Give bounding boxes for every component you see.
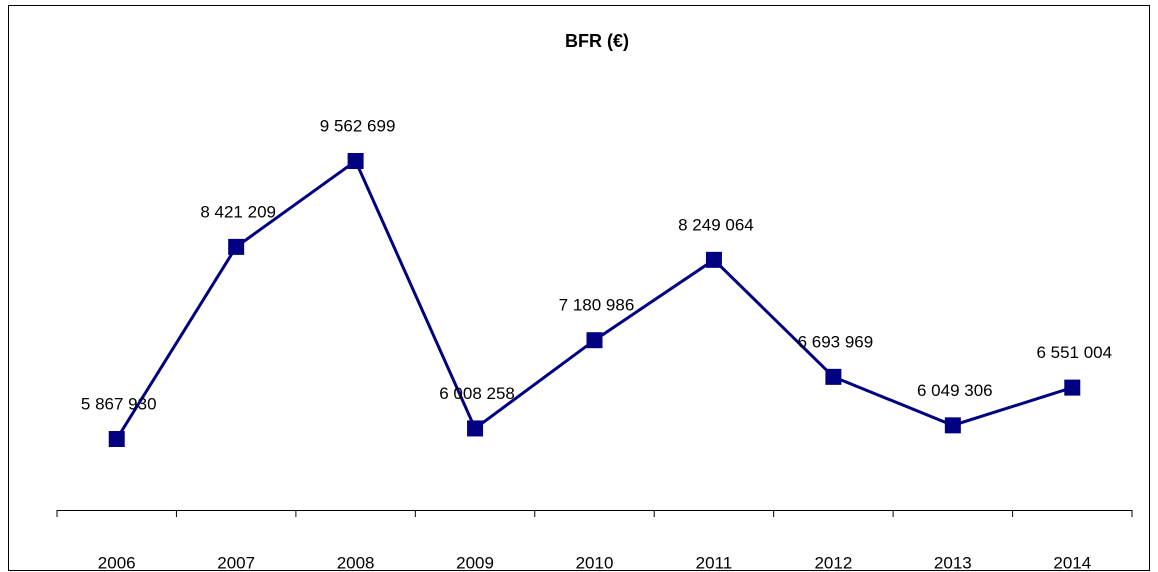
x-tick-label: 2007: [217, 553, 255, 572]
data-label: 7 180 986: [559, 296, 635, 315]
data-point: [228, 238, 245, 255]
data-point: [825, 368, 842, 385]
data-label: 6 693 969: [798, 332, 874, 351]
x-tick-label: 2011: [696, 553, 733, 572]
data-label: 6 008 258: [439, 384, 515, 403]
data-label: 6 551 004: [1036, 343, 1112, 362]
data-point: [705, 251, 722, 268]
data-point: [108, 431, 125, 447]
data-label: 8 421 209: [200, 202, 276, 221]
x-tick-label: 2008: [337, 553, 375, 572]
chart-title: BFR (€): [565, 31, 629, 51]
data-label: 9 562 699: [320, 116, 396, 135]
data-point: [586, 332, 603, 349]
x-tick-label: 2012: [814, 553, 852, 572]
data-label: 5 867 930: [81, 394, 157, 413]
data-point: [1064, 379, 1081, 396]
data-label: 8 249 064: [678, 215, 754, 234]
data-point: [467, 420, 484, 437]
x-tick-label: 2014: [1053, 553, 1091, 572]
chart-border: [8, 5, 1150, 571]
data-point: [347, 153, 364, 169]
x-tick-label: 2009: [456, 553, 494, 572]
x-tick-label: 2010: [576, 553, 614, 572]
data-point: [944, 417, 961, 434]
x-tick-label: 2013: [934, 553, 972, 572]
data-label: 6 049 306: [917, 381, 993, 400]
x-tick-label: 2006: [98, 553, 136, 572]
